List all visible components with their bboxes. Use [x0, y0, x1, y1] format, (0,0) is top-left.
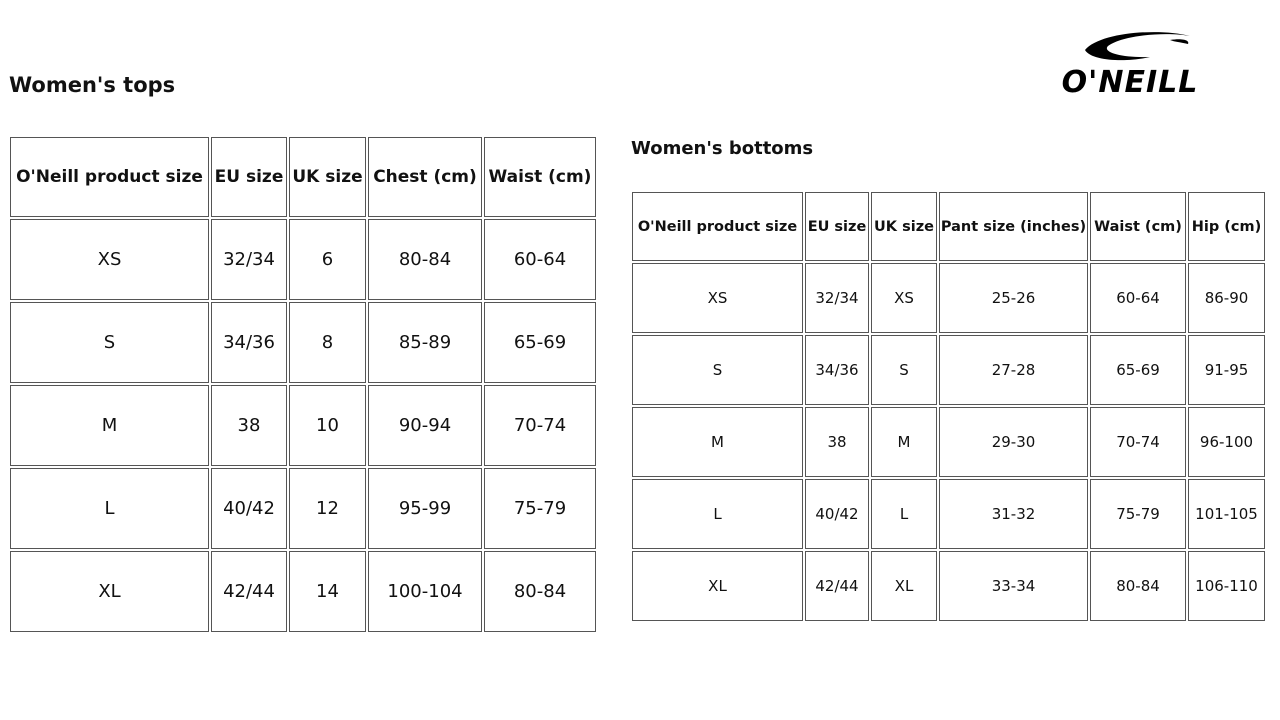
column-header: Waist (cm) — [1090, 192, 1186, 261]
table-cell: 101-105 — [1188, 479, 1265, 549]
table-cell: 29-30 — [939, 407, 1088, 477]
table-cell: S — [632, 335, 803, 405]
table-cell: 40/42 — [805, 479, 869, 549]
table-cell: M — [871, 407, 937, 477]
table-cell: 100-104 — [368, 551, 482, 632]
table-cell: 70-74 — [484, 385, 596, 466]
table-cell: XS — [632, 263, 803, 333]
table-cell: 80-84 — [484, 551, 596, 632]
table-cell: 12 — [289, 468, 366, 549]
table-row: XS 32/34 6 80-84 60-64 — [10, 219, 596, 300]
column-header: Chest (cm) — [368, 137, 482, 217]
table-row: L 40/42 12 95-99 75-79 — [10, 468, 596, 549]
table-cell: L — [871, 479, 937, 549]
column-header: EU size — [211, 137, 287, 217]
womens-tops-title: Women's tops — [9, 73, 176, 97]
table-cell: 42/44 — [211, 551, 287, 632]
table-header-row: O'Neill product size EU size UK size Pant s… — [632, 192, 1265, 261]
table-cell: 38 — [805, 407, 869, 477]
table-cell: 31-32 — [939, 479, 1088, 549]
table-row: M 38 M 29-30 70-74 96-100 — [632, 407, 1265, 477]
table-cell: L — [10, 468, 209, 549]
table-cell: 34/36 — [805, 335, 869, 405]
table-cell: 38 — [211, 385, 287, 466]
table-cell: 80-84 — [1090, 551, 1186, 621]
table-cell: 75-79 — [484, 468, 596, 549]
womens-tops-table: O'Neill product size EU size UK size Chest … — [8, 135, 598, 634]
table-cell: XL — [871, 551, 937, 621]
column-header: O'Neill product size — [632, 192, 803, 261]
column-header: Waist (cm) — [484, 137, 596, 217]
table-row: M 38 10 90-94 70-74 — [10, 385, 596, 466]
table-cell: 25-26 — [939, 263, 1088, 333]
table-cell: 96-100 — [1188, 407, 1265, 477]
table-cell: M — [10, 385, 209, 466]
table-cell: 33-34 — [939, 551, 1088, 621]
table-cell: 14 — [289, 551, 366, 632]
table-row: XL 42/44 XL 33-34 80-84 106-110 — [632, 551, 1265, 621]
table-cell: 60-64 — [1090, 263, 1186, 333]
table-cell: 40/42 — [211, 468, 287, 549]
table-row: S 34/36 8 85-89 65-69 — [10, 302, 596, 383]
svg-text:O'NEILL: O'NEILL — [1062, 65, 1199, 98]
column-header: UK size — [871, 192, 937, 261]
table-cell: 6 — [289, 219, 366, 300]
table-cell: XL — [632, 551, 803, 621]
table-cell: XL — [10, 551, 209, 632]
table-cell: 106-110 — [1188, 551, 1265, 621]
table-cell: XS — [10, 219, 209, 300]
column-header: Hip (cm) — [1188, 192, 1265, 261]
table-header-row: O'Neill product size EU size UK size Chest … — [10, 137, 596, 217]
table-row: S 34/36 S 27-28 65-69 91-95 — [632, 335, 1265, 405]
table-cell: 91-95 — [1188, 335, 1265, 405]
table-cell: 32/34 — [211, 219, 287, 300]
table-cell: 10 — [289, 385, 366, 466]
womens-bottoms-title: Women's bottoms — [631, 138, 814, 159]
table-cell: 75-79 — [1090, 479, 1186, 549]
table-cell: 80-84 — [368, 219, 482, 300]
table-cell: S — [10, 302, 209, 383]
oneill-logo: O'NEILL — [1062, 32, 1199, 98]
table-cell: 70-74 — [1090, 407, 1186, 477]
table-cell: 65-69 — [1090, 335, 1186, 405]
table-cell: 34/36 — [211, 302, 287, 383]
table-cell: 95-99 — [368, 468, 482, 549]
table-cell: 60-64 — [484, 219, 596, 300]
table-cell: 42/44 — [805, 551, 869, 621]
table-row: XS 32/34 XS 25-26 60-64 86-90 — [632, 263, 1265, 333]
table-cell: S — [871, 335, 937, 405]
table-row: XL 42/44 14 100-104 80-84 — [10, 551, 596, 632]
table-cell: 32/34 — [805, 263, 869, 333]
column-header: UK size — [289, 137, 366, 217]
table-cell: 65-69 — [484, 302, 596, 383]
table-cell: L — [632, 479, 803, 549]
column-header: Pant size (inches) — [939, 192, 1088, 261]
table-cell: 90-94 — [368, 385, 482, 466]
table-cell: 85-89 — [368, 302, 482, 383]
column-header: O'Neill product size — [10, 137, 209, 217]
table-cell: 86-90 — [1188, 263, 1265, 333]
table-cell: M — [632, 407, 803, 477]
table-cell: 27-28 — [939, 335, 1088, 405]
column-header: EU size — [805, 192, 869, 261]
womens-bottoms-table: O'Neill product size EU size UK size Pant s… — [630, 190, 1267, 623]
table-row: L 40/42 L 31-32 75-79 101-105 — [632, 479, 1265, 549]
table-cell: 8 — [289, 302, 366, 383]
table-cell: XS — [871, 263, 937, 333]
